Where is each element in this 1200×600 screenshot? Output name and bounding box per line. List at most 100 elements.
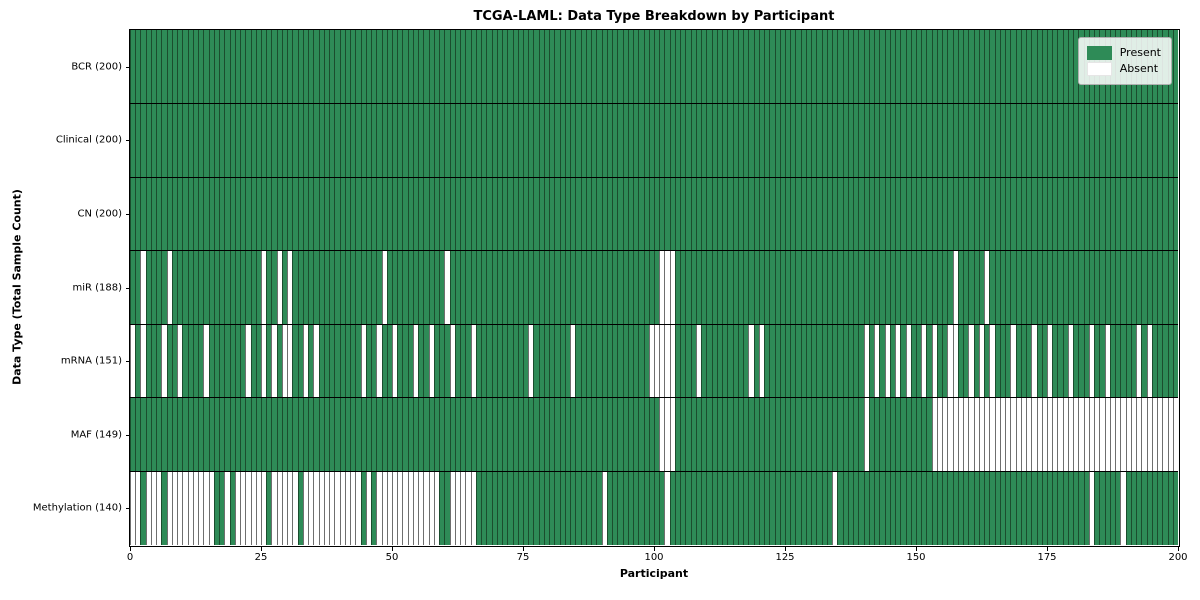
cell <box>145 324 152 398</box>
cell <box>171 250 178 325</box>
cell <box>900 397 906 472</box>
cell <box>465 324 472 398</box>
cell <box>402 324 409 398</box>
cell <box>659 471 665 545</box>
cell <box>905 250 912 325</box>
cell <box>680 471 686 545</box>
cell <box>1026 397 1032 472</box>
cell <box>916 471 922 545</box>
cell <box>622 471 629 545</box>
cell <box>386 30 393 104</box>
cell <box>627 324 634 398</box>
cell <box>879 177 886 251</box>
cell <box>496 471 503 545</box>
cell <box>853 250 859 325</box>
cell <box>910 250 917 325</box>
cell <box>580 397 587 472</box>
cell <box>643 250 650 325</box>
cell <box>240 250 246 325</box>
cell <box>633 397 639 472</box>
cell <box>716 30 723 104</box>
cell <box>795 324 802 398</box>
cell <box>1005 103 1011 178</box>
cell <box>847 397 854 472</box>
cell <box>795 471 802 545</box>
cell <box>764 103 770 178</box>
cell <box>454 397 461 472</box>
row-divider <box>130 397 1178 399</box>
cell <box>308 397 314 472</box>
cell <box>764 324 770 398</box>
cell <box>360 397 367 472</box>
cell <box>1078 324 1085 398</box>
cell <box>633 30 639 104</box>
cell <box>884 103 891 178</box>
cell <box>743 30 749 104</box>
cell <box>428 471 435 545</box>
cell <box>585 30 592 104</box>
cell <box>224 471 231 545</box>
cell <box>643 30 650 104</box>
cell <box>203 250 210 325</box>
cell <box>978 324 985 398</box>
cell <box>192 177 199 251</box>
cell <box>261 471 267 545</box>
cell <box>1120 177 1127 251</box>
y-tick-label: Methylation (140) <box>32 502 122 514</box>
cell <box>339 397 346 472</box>
cell <box>1052 324 1058 398</box>
cell <box>460 471 466 545</box>
cell <box>161 103 168 178</box>
cell <box>832 30 838 104</box>
cell <box>968 324 975 398</box>
cell <box>1094 397 1100 472</box>
cell <box>716 177 723 251</box>
cell <box>947 177 954 251</box>
cell <box>428 250 435 325</box>
cell <box>517 30 524 104</box>
cell <box>308 177 314 251</box>
cell <box>376 250 382 325</box>
cell <box>596 30 603 104</box>
cell <box>570 471 576 545</box>
cell <box>255 103 262 178</box>
cell <box>774 324 781 398</box>
cell <box>371 177 377 251</box>
cell <box>769 30 775 104</box>
cell <box>580 103 587 178</box>
cell <box>994 397 1001 472</box>
cell <box>208 30 215 104</box>
cell <box>826 177 833 251</box>
cell <box>1115 103 1121 178</box>
cell <box>465 250 472 325</box>
cell <box>570 250 576 325</box>
cell <box>779 177 786 251</box>
cell <box>994 177 1001 251</box>
cell <box>743 103 749 178</box>
cell <box>1115 324 1121 398</box>
cell <box>601 397 608 472</box>
plot-area: Present Absent <box>130 30 1179 545</box>
cell <box>554 250 561 325</box>
cell <box>926 30 933 104</box>
cell <box>1172 30 1179 104</box>
cell <box>664 397 671 472</box>
cell <box>837 30 844 104</box>
cell <box>392 30 398 104</box>
cell <box>203 103 210 178</box>
cell <box>863 177 870 251</box>
cell <box>1020 250 1027 325</box>
cell <box>606 471 613 545</box>
cell <box>716 250 723 325</box>
cell <box>764 471 770 545</box>
cell <box>454 103 461 178</box>
cell <box>1167 177 1174 251</box>
cell <box>612 324 618 398</box>
cell <box>1125 471 1132 545</box>
cell <box>764 397 770 472</box>
cell <box>323 177 330 251</box>
cell <box>433 471 440 545</box>
cell <box>512 103 519 178</box>
cell <box>774 250 781 325</box>
cell <box>847 103 854 178</box>
